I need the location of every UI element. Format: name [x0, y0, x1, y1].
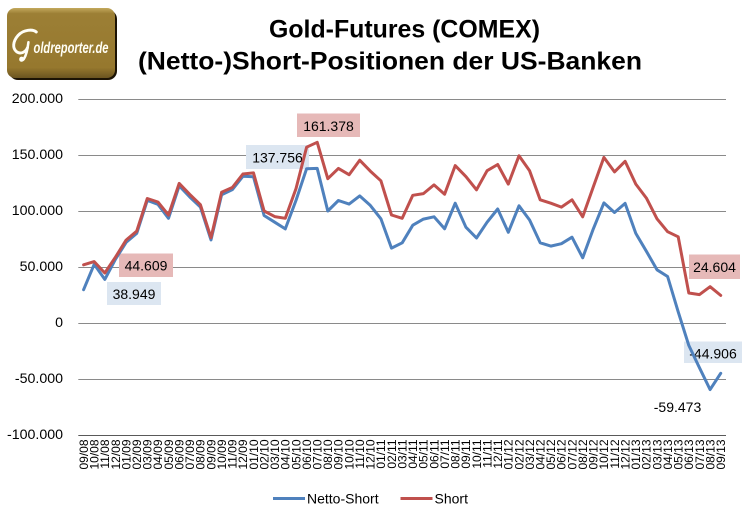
- svg-text:02/09: 02/09: [130, 439, 144, 469]
- svg-text:02/10: 02/10: [257, 439, 271, 469]
- svg-text:38.949: 38.949: [113, 286, 156, 302]
- svg-text:01/09: 01/09: [119, 439, 133, 469]
- svg-text:02/11: 02/11: [385, 439, 399, 468]
- svg-text:07/13: 07/13: [693, 439, 707, 469]
- svg-text:-50.000: -50.000: [15, 371, 63, 387]
- svg-text:08/11: 08/11: [449, 439, 463, 468]
- svg-text:(Netto-)Short-Positionen der U: (Netto-)Short-Positionen der US-Banken: [138, 48, 642, 76]
- svg-text:08/13: 08/13: [703, 439, 717, 469]
- svg-text:03/11: 03/11: [396, 439, 410, 468]
- svg-text:01/12: 01/12: [502, 439, 516, 469]
- svg-text:04/11: 04/11: [406, 439, 420, 468]
- svg-text:07/11: 07/11: [438, 439, 452, 468]
- svg-text:04/09: 04/09: [151, 439, 165, 469]
- svg-text:12/08: 12/08: [109, 439, 123, 469]
- svg-text:08/10: 08/10: [321, 439, 335, 469]
- svg-text:04/12: 04/12: [534, 439, 548, 469]
- svg-text:12/09: 12/09: [236, 439, 250, 469]
- svg-text:06/10: 06/10: [300, 439, 314, 469]
- svg-text:200.000: 200.000: [12, 91, 63, 107]
- svg-text:09/12: 09/12: [587, 439, 601, 469]
- svg-text:01/11: 01/11: [374, 439, 388, 468]
- svg-text:03/13: 03/13: [650, 439, 664, 469]
- svg-text:-59.473: -59.473: [654, 399, 702, 415]
- svg-text:11/08: 11/08: [98, 439, 112, 468]
- svg-text:06/12: 06/12: [555, 439, 569, 469]
- svg-text:-100.000: -100.000: [7, 427, 63, 443]
- svg-text:150.000: 150.000: [12, 147, 63, 163]
- svg-text:03/10: 03/10: [268, 439, 282, 469]
- svg-text:07/09: 07/09: [183, 439, 197, 469]
- svg-text:11/10: 11/10: [353, 439, 367, 468]
- svg-text:10/08: 10/08: [88, 439, 102, 469]
- svg-text:137.756: 137.756: [252, 150, 303, 166]
- svg-text:05/09: 05/09: [162, 439, 176, 469]
- svg-text:11/11: 11/11: [480, 439, 494, 468]
- svg-text:01/10: 01/10: [247, 439, 261, 469]
- svg-text:oldreporter.de: oldreporter.de: [34, 40, 109, 57]
- svg-text:11/09: 11/09: [226, 439, 240, 468]
- svg-text:10/10: 10/10: [342, 439, 356, 469]
- svg-text:Gold-Futures (COMEX): Gold-Futures (COMEX): [269, 16, 540, 44]
- svg-text:12/12: 12/12: [618, 439, 632, 469]
- svg-text:0: 0: [55, 315, 63, 331]
- svg-text:09/10: 09/10: [332, 439, 346, 469]
- svg-text:07/10: 07/10: [311, 439, 325, 469]
- svg-text:100.000: 100.000: [12, 203, 63, 219]
- svg-text:01/13: 01/13: [629, 439, 643, 469]
- svg-text:05/13: 05/13: [672, 439, 686, 469]
- svg-text:05/10: 05/10: [289, 439, 303, 469]
- svg-text:10/12: 10/12: [597, 439, 611, 469]
- svg-text:03/09: 03/09: [141, 439, 155, 469]
- svg-text:50.000: 50.000: [20, 259, 64, 275]
- svg-text:12/11: 12/11: [491, 439, 505, 468]
- svg-text:04/13: 04/13: [661, 439, 675, 469]
- svg-text:09/09: 09/09: [204, 439, 218, 469]
- svg-text:44.609: 44.609: [125, 258, 168, 274]
- svg-text:07/12: 07/12: [565, 439, 579, 469]
- svg-text:06/13: 06/13: [682, 439, 696, 469]
- svg-text:-44.906: -44.906: [689, 346, 737, 362]
- svg-text:06/09: 06/09: [173, 439, 187, 469]
- svg-text:161.378: 161.378: [303, 118, 354, 134]
- svg-text:10/11: 10/11: [470, 439, 484, 468]
- svg-text:06/11: 06/11: [427, 439, 441, 468]
- svg-text:10/09: 10/09: [215, 439, 229, 469]
- svg-text:24.604: 24.604: [693, 259, 736, 275]
- svg-text:12/10: 12/10: [364, 439, 378, 469]
- svg-text:05/12: 05/12: [544, 439, 558, 469]
- svg-text:Short: Short: [435, 491, 469, 507]
- svg-text:09/11: 09/11: [459, 439, 473, 468]
- svg-text:Netto-Short: Netto-Short: [307, 491, 379, 507]
- svg-text:11/12: 11/12: [608, 439, 622, 468]
- svg-text:03/12: 03/12: [523, 439, 537, 469]
- svg-text:09/13: 09/13: [714, 439, 728, 469]
- svg-text:09/08: 09/08: [77, 439, 91, 469]
- svg-text:08/12: 08/12: [576, 439, 590, 469]
- svg-text:08/09: 08/09: [194, 439, 208, 469]
- svg-text:02/13: 02/13: [640, 439, 654, 469]
- svg-text:02/12: 02/12: [512, 439, 526, 469]
- svg-text:05/11: 05/11: [417, 439, 431, 468]
- svg-text:04/10: 04/10: [279, 439, 293, 469]
